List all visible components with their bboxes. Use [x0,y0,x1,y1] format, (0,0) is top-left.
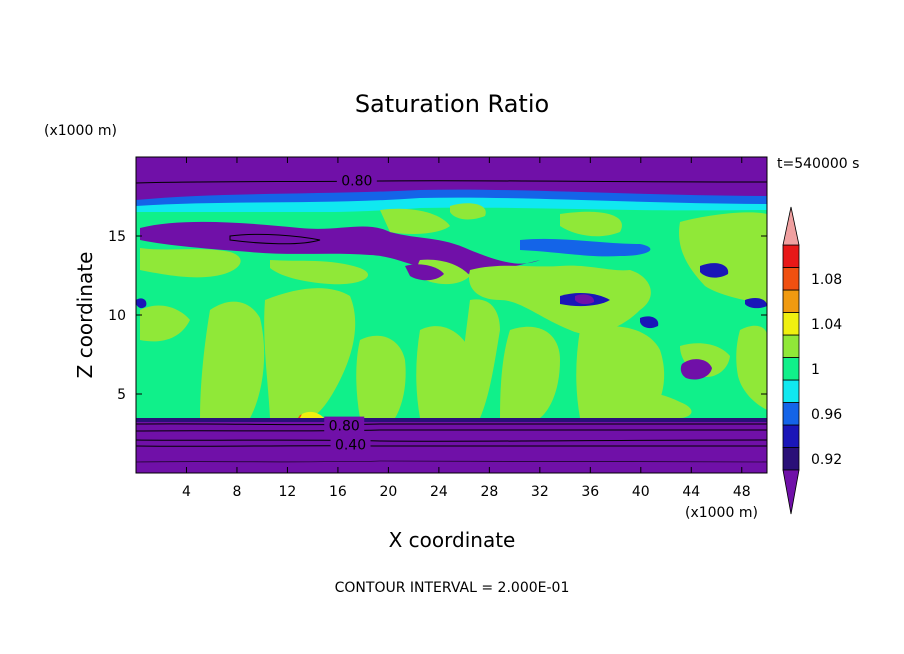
x-tick-label: 32 [531,484,549,500]
contour-label-bg [336,171,377,188]
colorbar-label: 1 [811,362,820,378]
contour-label: 0.80 [341,174,372,190]
x-axis: 4 8 12 16 20 24 28 32 36 40 44 48 [182,157,751,500]
chart-title: Saturation Ratio [355,90,549,118]
x-tick-label: 24 [430,484,448,500]
yellowgreen-patches [140,203,767,418]
x-tick-label: 12 [279,484,297,500]
y-tick-label: 5 [117,387,126,403]
colorbar-label: 1.04 [811,317,842,333]
x-tick-label: 44 [682,484,700,500]
anvil-blue-edge [520,238,651,257]
y-axis-title: Z coordinate [73,252,97,379]
contour-label: 0.80 [329,419,360,435]
x-tick-label: 36 [581,484,599,500]
yellow-spot [300,411,324,418]
colorbar-segment [782,334,800,358]
plot-area [136,157,767,473]
contour-lines [136,180,767,463]
x-tick-label: 48 [733,484,751,500]
contour-label-bg [324,416,365,433]
y-tick-label: 15 [108,229,126,245]
contour-label-bg [330,435,371,452]
colorbar: 0.92 0.96 1 1.04 1.08 [782,206,842,515]
y-tick-label: 10 [108,308,126,324]
colorbar-under-arrow [782,469,800,515]
contour-labels: 0.80 0.80 0.40 [324,171,377,454]
field-lower-edge [136,418,767,422]
colorbar-segment [782,244,800,268]
colorbar-segment [782,289,800,313]
x-tick-label: 8 [232,484,241,500]
x-tick-label: 40 [632,484,650,500]
x-axis-title: X coordinate [389,528,516,552]
purple-spots [405,264,712,380]
time-label: t=540000 s [777,156,859,172]
colorbar-label: 1.08 [811,272,842,288]
x-tick-label: 4 [182,484,191,500]
colorbar-segment [782,402,800,426]
colorbar-segment [782,312,800,336]
colorbar-segment [782,379,800,403]
colorbar-segment [782,357,800,381]
colorbar-over-arrow [782,206,800,246]
contour-interval-footer: CONTOUR INTERVAL = 2.000E-01 [335,580,570,596]
x-tick-label: 28 [480,484,498,500]
y-axis: 5 10 15 [108,229,767,403]
x-tick-label: 16 [329,484,347,500]
contour-label: 0.40 [335,438,366,454]
colorbar-segment [782,424,800,448]
colorbar-label: 0.96 [811,407,842,423]
colorbar-segment [782,267,800,291]
colorbar-segment [782,447,800,471]
x-tick-label: 20 [379,484,397,500]
colorbar-label: 0.92 [811,452,842,468]
x-unit-label: (x1000 m) [685,505,758,521]
y-unit-label: (x1000 m) [44,123,117,139]
